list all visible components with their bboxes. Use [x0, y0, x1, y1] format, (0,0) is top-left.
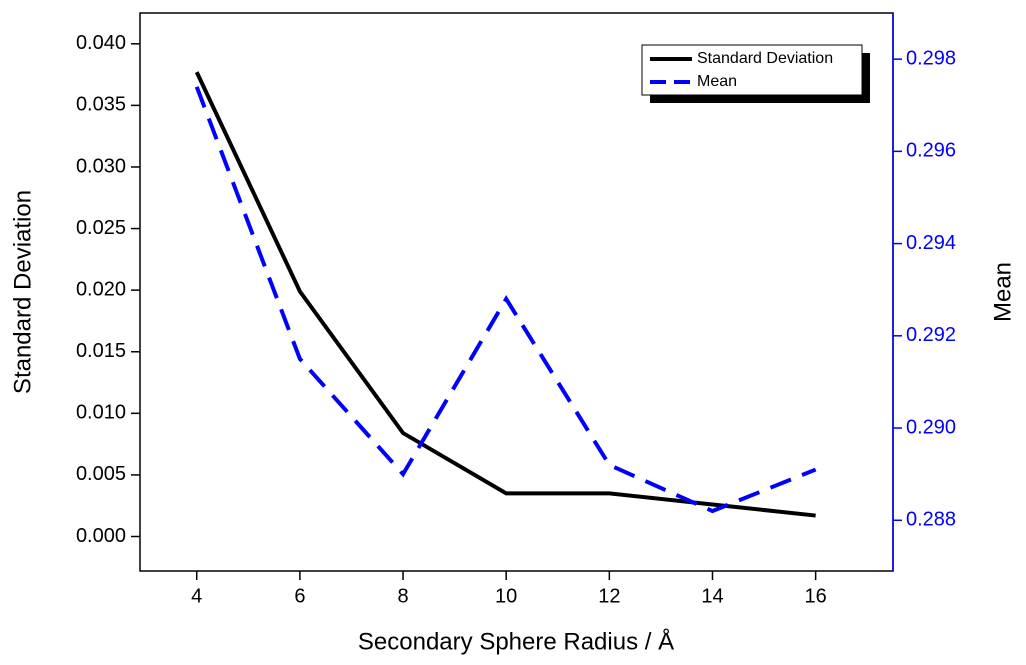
y-tick-label: 0.010: [76, 402, 126, 424]
legend-label: Standard Deviation: [697, 50, 833, 67]
y-tick-label: 0.040: [76, 32, 126, 54]
y2-tick-label: 0.296: [906, 140, 956, 162]
y-axis-title: Standard Deviation: [9, 190, 36, 394]
y-tick-label: 0.020: [76, 278, 126, 300]
y-tick-label: 0.025: [76, 217, 126, 239]
y-tick-label: 0.005: [76, 463, 126, 485]
x-tick-label: 14: [701, 585, 723, 607]
series-line: [194, 86, 817, 514]
y2-tick-label: 0.294: [906, 232, 956, 254]
x-tick-label: 10: [495, 585, 517, 607]
y2-tick-label: 0.290: [906, 416, 956, 438]
x-tick-label: 16: [805, 585, 827, 607]
y2-tick-label: 0.298: [906, 47, 956, 69]
y2-axis-title: Mean: [989, 262, 1016, 322]
legend-label: Mean: [697, 73, 737, 90]
x-tick-label: 12: [598, 585, 620, 607]
x-tick-label: 8: [397, 585, 408, 607]
y-tick-label: 0.015: [76, 340, 126, 362]
y-tick-label: 0.000: [76, 525, 126, 547]
y-tick-label: 0.030: [76, 155, 126, 177]
y2-tick-label: 0.292: [906, 324, 956, 346]
series-line: [194, 71, 816, 518]
x-tick-label: 6: [294, 585, 305, 607]
x-tick-label: 4: [191, 585, 202, 607]
x-axis-title: Secondary Sphere Radius / Å: [358, 627, 674, 655]
y-tick-label: 0.035: [76, 94, 126, 116]
y2-tick-label: 0.288: [906, 509, 956, 531]
legend-box: [641, 44, 863, 96]
